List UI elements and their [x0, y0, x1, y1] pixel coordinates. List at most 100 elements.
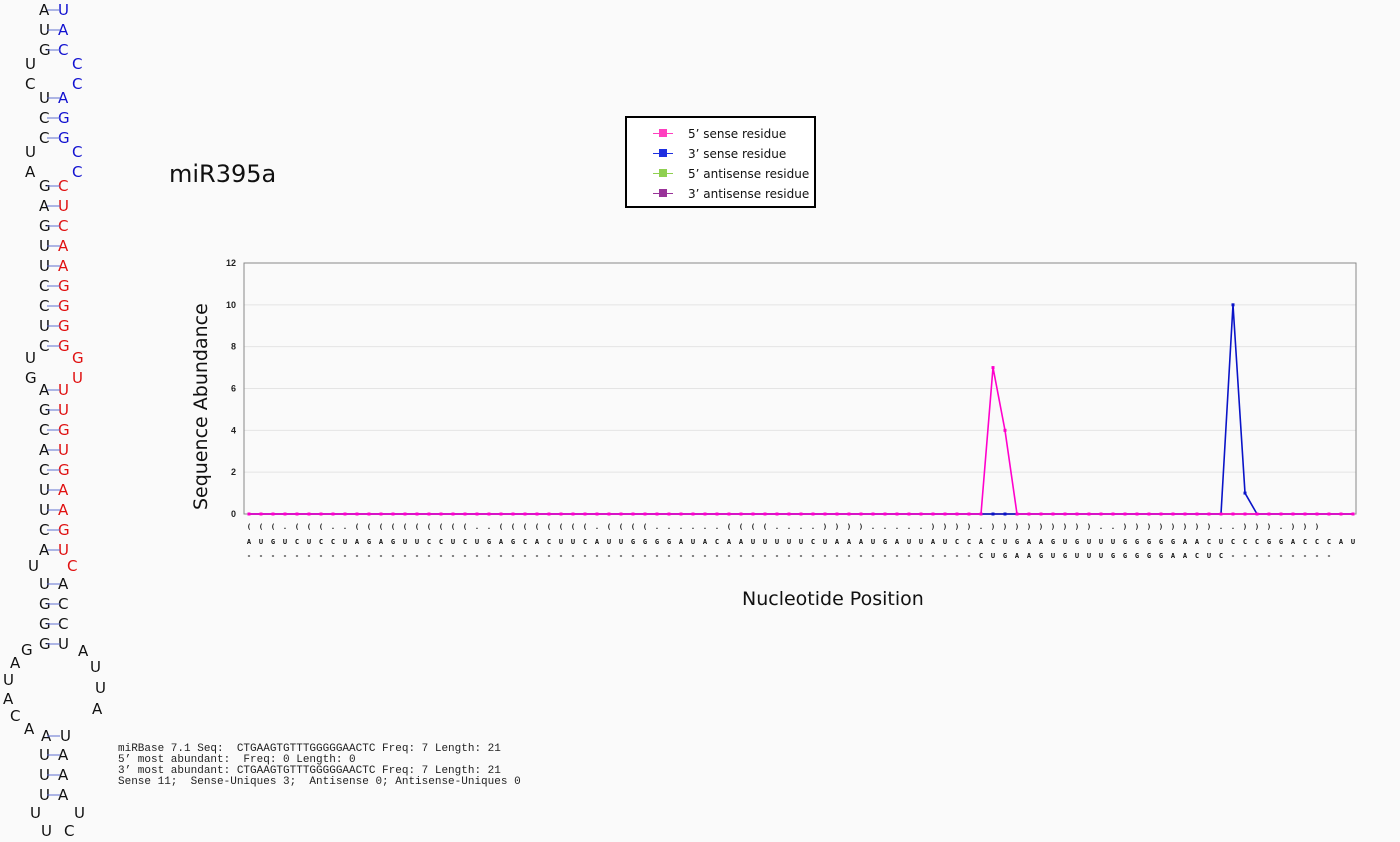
nucleotide: U	[25, 55, 36, 73]
data-point	[511, 512, 515, 516]
nucleotide: C	[10, 707, 20, 725]
residue-char: U	[451, 538, 455, 546]
residue-char: .	[331, 523, 335, 531]
nucleotide: C	[25, 75, 35, 93]
residue-char: -	[571, 552, 575, 560]
data-point	[1231, 303, 1235, 307]
residue-char: (	[559, 523, 563, 531]
data-point	[439, 512, 443, 516]
residue-char: -	[967, 552, 971, 560]
legend-label: 5’ antisense residue	[688, 167, 810, 181]
data-point	[1183, 512, 1187, 516]
residue-char: -	[619, 552, 623, 560]
residue-char: G	[1159, 538, 1163, 546]
nucleotide: U	[39, 746, 50, 764]
residue-char: (	[403, 523, 407, 531]
residue-char: -	[1267, 552, 1271, 560]
data-point	[595, 512, 599, 516]
nucleotide: A	[39, 1, 50, 19]
residue-char: A	[1015, 552, 1020, 560]
residue-char: -	[1255, 552, 1259, 560]
residue-char: -	[595, 552, 599, 560]
data-point	[667, 512, 671, 516]
nucleotide: C	[72, 75, 82, 93]
residue-char: )	[955, 523, 959, 531]
data-point	[1219, 512, 1223, 516]
residue-char: G	[655, 538, 659, 546]
residue-char: A	[1027, 552, 1032, 560]
legend-label: 3’ antisense residue	[688, 187, 810, 201]
data-point	[763, 512, 767, 516]
residue-char: G	[511, 538, 515, 546]
residue-char: A	[499, 538, 504, 546]
residue-char: U	[1111, 538, 1115, 546]
residue-char: (	[643, 523, 647, 531]
data-point	[823, 512, 827, 516]
residue-char: (	[307, 523, 311, 531]
nucleotide: U	[3, 671, 14, 689]
nucleotide: C	[58, 217, 68, 235]
residue-char: U	[907, 538, 911, 546]
residue-char: -	[319, 552, 323, 560]
nucleotide: A	[10, 654, 21, 672]
residue-char: -	[799, 552, 803, 560]
data-point	[1075, 512, 1079, 516]
residue-char: )	[1123, 523, 1127, 531]
residue-char: (	[763, 523, 767, 531]
residue-char: A	[931, 538, 936, 546]
residue-char: )	[1159, 523, 1163, 531]
residue-char: )	[1027, 523, 1031, 531]
data-point	[643, 512, 647, 516]
residue-char: .	[655, 523, 659, 531]
residue-char: .	[811, 523, 815, 531]
nucleotide: A	[92, 700, 103, 718]
residue-char: .	[283, 523, 287, 531]
legend-label: 3’ sense residue	[688, 147, 787, 161]
data-point	[679, 512, 683, 516]
residue-char: )	[1075, 523, 1079, 531]
residue-char: C	[1243, 538, 1247, 546]
data-point	[967, 512, 971, 516]
nucleotide: G	[39, 635, 51, 653]
residue-char: -	[859, 552, 863, 560]
residue-char: -	[391, 552, 395, 560]
residue-char: G	[1147, 538, 1151, 546]
data-point	[1111, 512, 1115, 516]
data-point	[535, 512, 539, 516]
series-1	[247, 303, 1355, 516]
data-point	[895, 512, 899, 516]
data-point	[955, 512, 959, 516]
residue-char: (	[379, 523, 383, 531]
legend-item: 3’ antisense residue	[627, 184, 814, 204]
residue-char: A	[1171, 552, 1176, 560]
residue-char: )	[1255, 523, 1259, 531]
residue-char: .	[883, 523, 887, 531]
y-axis-label: Sequence Abundance	[190, 303, 212, 510]
residue-char: )	[1183, 523, 1187, 531]
residue-char: A	[1339, 538, 1344, 546]
data-point	[859, 512, 863, 516]
y-tick-label: 12	[226, 258, 236, 268]
residue-char: -	[739, 552, 743, 560]
residue-char: A	[1039, 538, 1044, 546]
series-line	[249, 304, 1353, 515]
residue-char: )	[1135, 523, 1139, 531]
residue-char: A	[1183, 552, 1188, 560]
legend-item: 5’ antisense residue	[627, 164, 814, 184]
residue-char: G	[643, 538, 647, 546]
residue-char: C	[1327, 538, 1331, 546]
y-tick-label: 6	[231, 384, 236, 394]
nucleotide: A	[3, 690, 14, 708]
residue-char: (	[739, 523, 743, 531]
residue-char: )	[967, 523, 971, 531]
data-point	[1327, 512, 1331, 516]
residue-char: )	[943, 523, 947, 531]
residue-char: U	[403, 538, 407, 546]
residue-char: C	[811, 538, 815, 546]
x-axis-label: Nucleotide Position	[742, 588, 924, 610]
nucleotide: C	[58, 177, 68, 195]
residue-char: -	[1243, 552, 1247, 560]
residue-char: U	[1351, 538, 1355, 546]
data-point	[607, 512, 611, 516]
residue-char: U	[1087, 552, 1091, 560]
